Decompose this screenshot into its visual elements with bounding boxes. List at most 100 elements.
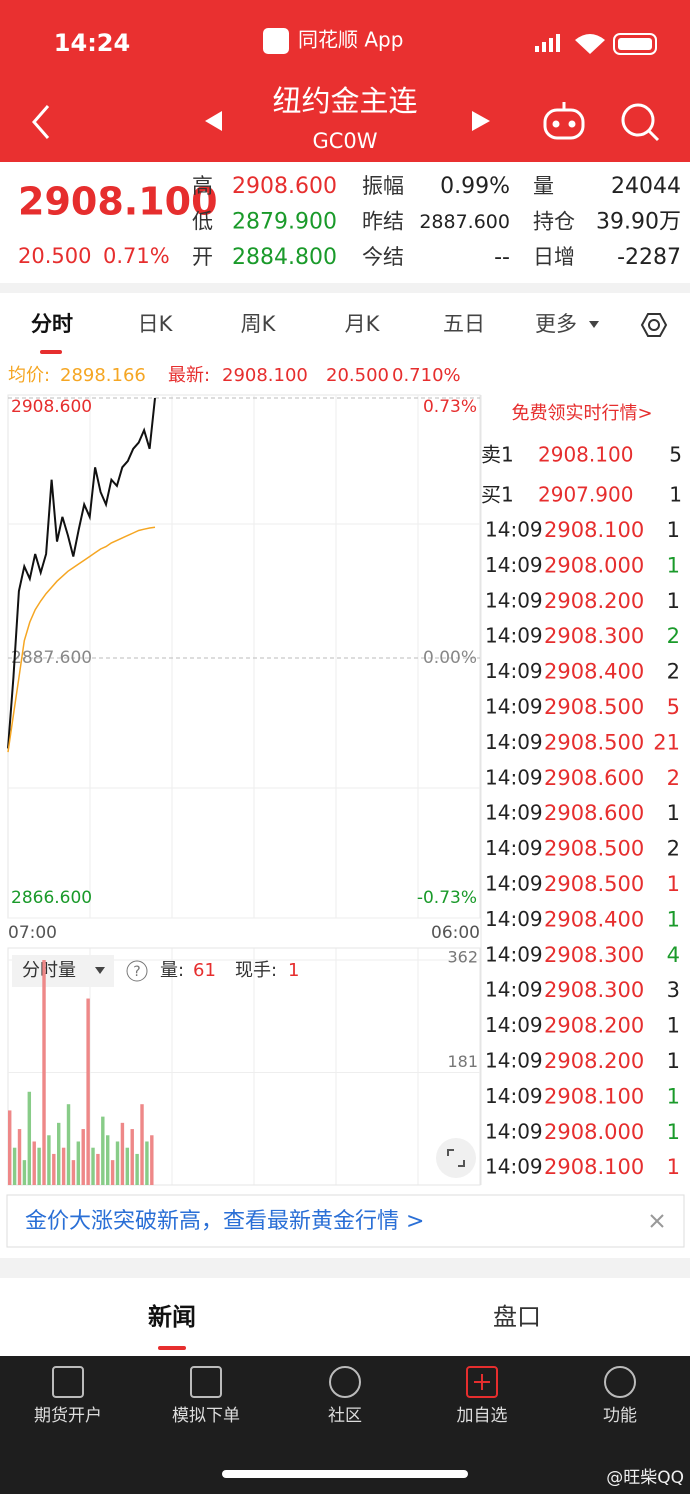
field-value: 2879.900 — [232, 210, 337, 235]
volume-bar — [71, 1160, 76, 1185]
next-button[interactable] — [472, 111, 490, 131]
chart-tab[interactable]: 分时 — [31, 312, 73, 336]
trade-time: 14:09 — [485, 872, 543, 896]
volume-bar — [76, 1141, 81, 1185]
field-label: 开 — [192, 245, 213, 269]
banner-text[interactable]: 金价大涨突破新高，查看最新黄金行情 > — [25, 1209, 424, 1234]
trade-price: 2908.000 — [544, 553, 644, 577]
trade-qty: 1 — [667, 1014, 680, 1038]
nav-icon[interactable] — [329, 1366, 361, 1398]
latest-value: 2908.100 — [222, 365, 308, 386]
status-icons — [535, 33, 657, 55]
back-button[interactable] — [32, 105, 50, 139]
volume-bar — [135, 1153, 139, 1185]
trade-qty: 1 — [667, 589, 680, 613]
y-tick-label: 2908.600 — [11, 397, 92, 417]
search-button[interactable] — [621, 103, 660, 142]
banner-box[interactable] — [6, 1194, 685, 1248]
volume-bar — [91, 1147, 95, 1185]
chart-tab[interactable]: 月K — [345, 312, 381, 336]
chart-tab[interactable]: 周K — [241, 312, 277, 336]
trade-price: 2908.200 — [544, 589, 644, 613]
volume-bar — [140, 1104, 144, 1185]
status-time: 14:24 — [54, 29, 130, 57]
level-qty: 1 — [669, 483, 682, 507]
nav-label[interactable]: 期货开户 — [34, 1406, 102, 1426]
trade-time: 14:09 — [485, 659, 543, 683]
volume-selector-bg[interactable] — [12, 955, 114, 987]
y2-tick-label: 0.73% — [423, 397, 477, 417]
field-value: 2908.600 — [232, 174, 337, 199]
trade-time: 14:09 — [485, 730, 543, 754]
chart-tab[interactable]: 更多 — [535, 312, 577, 336]
trade-qty: 21 — [653, 730, 680, 754]
banner-close[interactable] — [650, 1214, 664, 1228]
nav-icon[interactable] — [604, 1366, 636, 1398]
level-label: 买1 — [481, 483, 514, 507]
chart-tab[interactable]: 五日 — [443, 312, 485, 336]
robot-button[interactable] — [543, 102, 585, 140]
volume-frame — [7, 947, 481, 1186]
nav-label[interactable]: 功能 — [603, 1406, 637, 1426]
hand-value: 1 — [288, 960, 299, 981]
trade-qty: 1 — [667, 801, 680, 825]
avg-label: 均价: — [8, 365, 50, 386]
trade-qty: 5 — [667, 695, 680, 719]
help-icon[interactable] — [126, 960, 148, 982]
chart-tab[interactable]: 日K — [138, 312, 174, 336]
content-tab[interactable]: 新闻 — [148, 1303, 196, 1331]
volume-bar — [12, 1147, 17, 1185]
trade-qty: 1 — [667, 518, 680, 542]
level-price: 2908.100 — [538, 443, 633, 467]
volume-bar — [96, 1153, 100, 1185]
expand-button[interactable] — [436, 1138, 476, 1178]
trade-time: 14:09 — [485, 942, 543, 966]
trade-time: 14:09 — [485, 1049, 543, 1073]
nav-label[interactable]: 社区 — [328, 1406, 362, 1426]
promo-link[interactable]: 免费领实时行情> — [511, 403, 652, 424]
volume-bar — [22, 1160, 27, 1185]
trade-price: 2908.400 — [544, 907, 644, 931]
volume-label: 量: — [160, 960, 184, 981]
nav-label[interactable]: 模拟下单 — [172, 1406, 240, 1426]
volume-bar — [32, 1141, 36, 1185]
trade-time: 14:09 — [485, 695, 543, 719]
trade-qty: 1 — [667, 872, 680, 896]
nav-icon[interactable] — [52, 1366, 84, 1398]
separator — [0, 1258, 690, 1278]
price-change: 20.500 — [18, 244, 91, 268]
app-icon — [263, 28, 289, 54]
volume-bar — [42, 960, 46, 1185]
trade-time: 14:09 — [485, 801, 543, 825]
avg-line — [7, 526, 156, 753]
trade-price: 2908.100 — [544, 1155, 644, 1179]
header-bg — [0, 0, 690, 162]
volume-bar — [8, 1110, 12, 1185]
nav-label[interactable]: 加自选 — [457, 1406, 508, 1426]
trade-time: 14:09 — [485, 624, 543, 648]
field-value: -2287 — [617, 245, 681, 270]
nav-icon[interactable] — [466, 1366, 498, 1398]
trade-price: 2908.300 — [544, 978, 644, 1002]
trade-price: 2908.500 — [544, 837, 644, 861]
level-qty: 5 — [669, 443, 682, 467]
trade-price: 2908.300 — [544, 624, 644, 648]
volume-selector[interactable]: 分时量 — [22, 960, 76, 981]
nav-icon[interactable] — [190, 1366, 222, 1398]
prev-button[interactable] — [205, 111, 222, 131]
field-value: 24044 — [611, 174, 681, 199]
trade-time: 14:09 — [485, 765, 543, 789]
field-label: 持仓 — [533, 210, 575, 234]
hand-label: 现手: — [235, 960, 277, 981]
tab-indicator — [158, 1346, 186, 1350]
settings-button[interactable] — [640, 313, 668, 337]
trade-price: 2908.200 — [544, 1049, 644, 1073]
trade-qty: 1 — [667, 907, 680, 931]
trade-time: 14:09 — [485, 1084, 543, 1108]
volume-bar — [47, 1135, 51, 1185]
content-tab[interactable]: 盘口 — [493, 1303, 541, 1331]
last-price: 2908.100 — [18, 180, 218, 224]
y-tick-label: 2866.600 — [11, 888, 92, 908]
